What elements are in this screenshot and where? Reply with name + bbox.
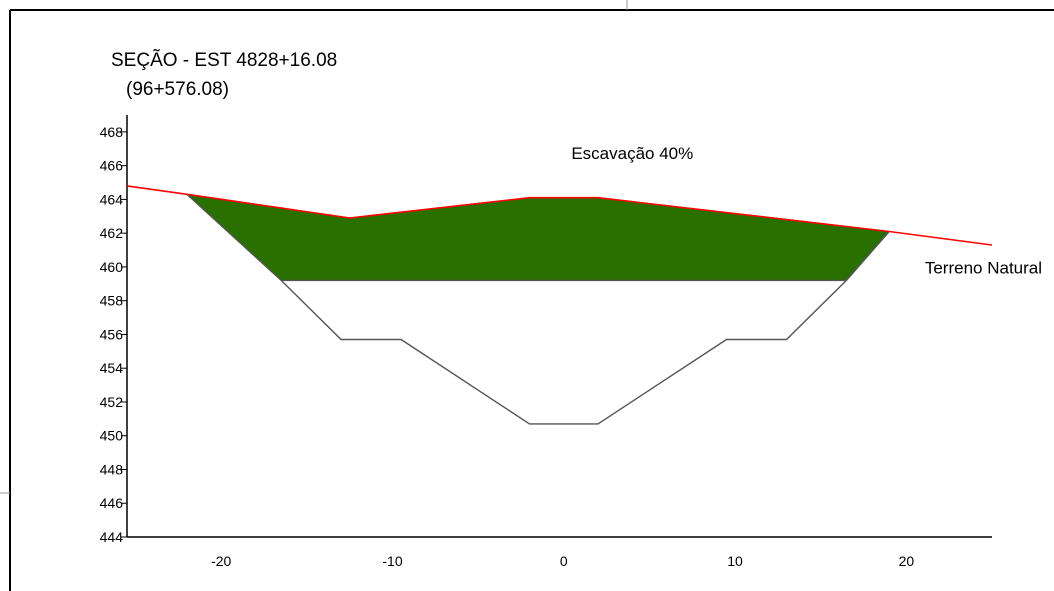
chart-title: SEÇÃO - EST 4828+16.08 — [111, 49, 337, 71]
y-tick-label: 466 — [100, 158, 124, 174]
y-tick-label: 450 — [100, 428, 124, 444]
chart-subtitle: (96+576.08) — [126, 79, 229, 100]
annotation-group: Escavação 40% Terreno Natural — [571, 144, 1042, 278]
y-tick-label: 464 — [100, 191, 124, 207]
x-tick-label: 0 — [560, 553, 568, 569]
y-tick-label: 458 — [100, 293, 124, 309]
series-section-outline-line — [186, 193, 890, 425]
y-tick-label: 460 — [100, 259, 124, 275]
y-tick-label: 444 — [100, 529, 124, 545]
y-tick-label: 454 — [100, 360, 124, 376]
x-tick-label: 10 — [727, 553, 743, 569]
y-tick-label: 446 — [100, 495, 124, 511]
series-escava-o-40-area — [185, 193, 891, 281]
x-tick-group: -20 -10 0 10 20 — [211, 553, 914, 569]
y-tick-group: 444 446 448 450 452 454 456 458 460 462 464 466 468 — [100, 124, 127, 545]
x-tick-label: 20 — [899, 553, 915, 569]
y-tick-label: 456 — [100, 326, 124, 342]
series-group — [126, 185, 993, 425]
y-tick-label: 462 — [100, 225, 124, 241]
x-tick-label: -20 — [211, 553, 231, 569]
annotation-label: Escavação 40% — [571, 144, 693, 163]
x-tick-label: -10 — [382, 553, 402, 569]
y-tick-label: 452 — [100, 394, 124, 410]
annotation-label: Terreno Natural — [925, 259, 1042, 278]
y-tick-label: 468 — [100, 124, 124, 140]
y-tick-label: 448 — [100, 461, 124, 477]
